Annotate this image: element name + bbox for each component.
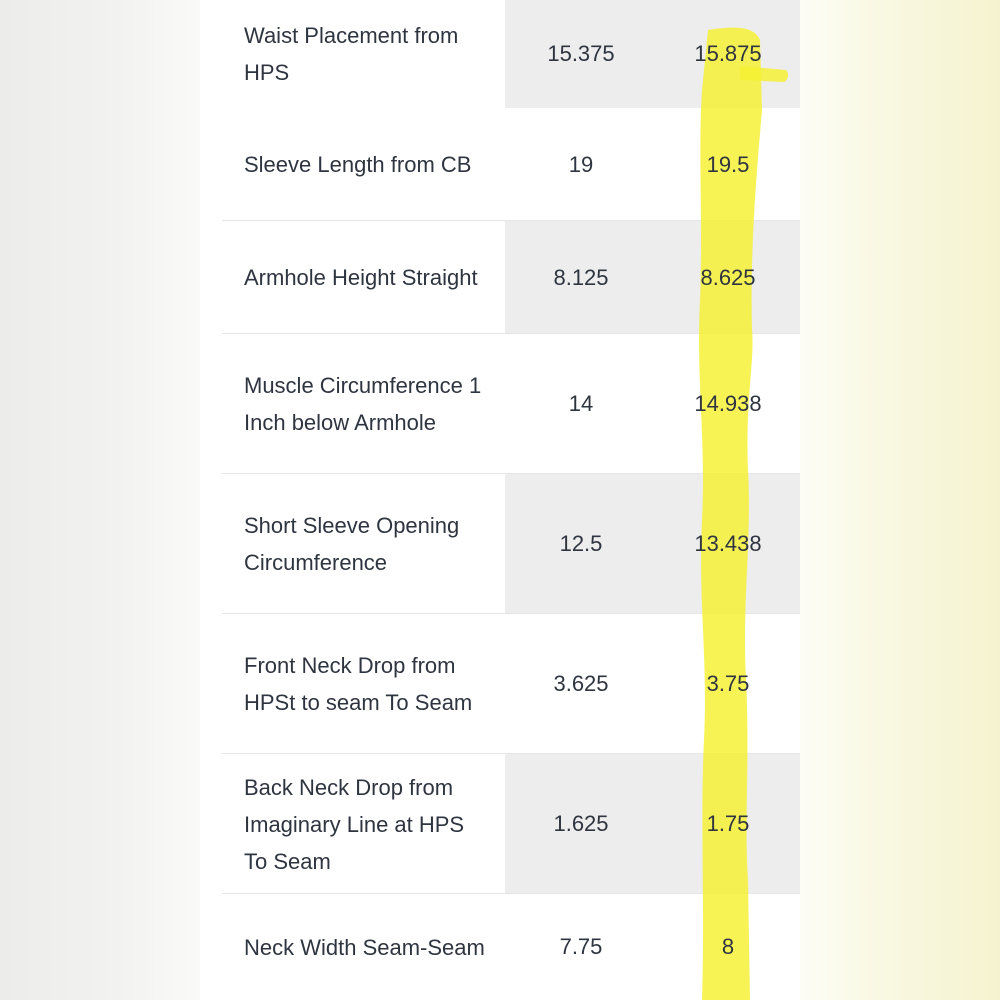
row-divider: [222, 473, 800, 474]
table-row: Sleeve Length from CB 19 19.5: [200, 108, 800, 221]
measurement-value-size-a: 3.625: [553, 671, 609, 696]
table-row: Muscle Circumference 1 Inch below Armhol…: [200, 334, 800, 474]
measurement-label-cell: Sleeve Length from CB: [200, 108, 505, 221]
measurement-value-size-a: 15.375: [547, 41, 615, 66]
measurement-label: Sleeve Length from CB: [244, 152, 472, 177]
measurement-label: Neck Width Seam-Seam: [244, 934, 485, 960]
measurement-value-size-a: 12.5: [559, 531, 603, 556]
table-row: Short Sleeve Opening Circumference 12.5 …: [200, 474, 800, 614]
measurement-value-size-a: 1.625: [553, 811, 609, 836]
measurement-label: Short Sleeve Opening Circumference: [244, 513, 460, 575]
measurement-label-cell: Back Neck Drop from Imaginary Line at HP…: [200, 754, 505, 894]
measurement-label: Back Neck Drop from Imaginary Line at HP…: [244, 774, 465, 874]
measurement-value-size-b: 8: [721, 934, 735, 959]
row-divider: [222, 333, 800, 334]
measurement-value-size-b: 1.75: [706, 811, 750, 836]
measurement-value-size-b: 19.5: [706, 151, 750, 177]
row-divider: [222, 893, 800, 894]
table-row: Back Neck Drop from Imaginary Line at HP…: [200, 754, 800, 894]
table-row: Neck Width Seam-Seam 7.75 8: [200, 894, 800, 1000]
measurement-value-size-b: 3.75: [706, 671, 750, 696]
measurement-value-size-b: 15.875: [694, 41, 762, 66]
measurement-value-size-b: 8.625: [700, 264, 756, 290]
measurement-label-cell: Waist Placement from HPS: [200, 0, 505, 108]
table-row: Front Neck Drop from HPSt to seam To Sea…: [200, 614, 800, 754]
measurement-label: Muscle Circumference 1 Inch below Armhol…: [244, 373, 482, 435]
measurement-label-cell: Short Sleeve Opening Circumference: [200, 474, 505, 614]
measurement-value-size-a: 7.75: [559, 934, 603, 959]
measurement-label-cell: Muscle Circumference 1 Inch below Armhol…: [200, 334, 505, 474]
measurement-label: Waist Placement from HPS: [244, 23, 459, 85]
row-divider: [222, 220, 800, 221]
blurred-backdrop-left: [0, 0, 200, 1000]
table-row: Armhole Height Straight 8.125 8.625: [200, 221, 800, 334]
row-divider: [222, 753, 800, 754]
blurred-backdrop-right: [800, 0, 1000, 1000]
row-divider: [222, 613, 800, 614]
measurement-value-size-b: 13.438: [694, 531, 762, 556]
measurement-value-size-b: 14.938: [694, 391, 762, 416]
measurement-label: Armhole Height Straight: [244, 265, 478, 290]
measurement-label-cell: Front Neck Drop from HPSt to seam To Sea…: [200, 614, 505, 754]
measurement-label-cell: Neck Width Seam-Seam: [200, 894, 505, 1000]
measurement-value-size-a: 14: [568, 391, 594, 416]
table-row: Waist Placement from HPS 15.375 15.875: [200, 0, 800, 108]
measurement-label-cell: Armhole Height Straight: [200, 221, 505, 334]
measurement-value-size-a: 8.125: [553, 264, 609, 290]
measurement-label: Front Neck Drop from HPSt to seam To Sea…: [244, 653, 473, 715]
measurement-value-size-a: 19: [568, 151, 594, 177]
measurement-table: Waist Placement from HPS 15.375 15.875 S…: [200, 0, 800, 1000]
